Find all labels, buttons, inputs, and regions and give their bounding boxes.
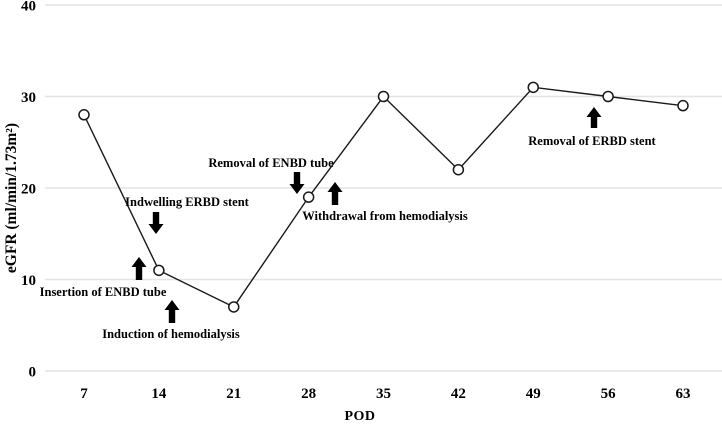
y-tick-label: 30 [21, 90, 36, 106]
x-tick-label: 14 [151, 386, 167, 402]
annotation-label: Insertion of ENBD tube [40, 285, 167, 299]
data-point-marker [153, 264, 165, 277]
x-axis-title: POD [344, 409, 375, 424]
up-arrow-icon [327, 182, 343, 205]
data-point-marker [452, 163, 465, 176]
data-point-marker [602, 90, 614, 103]
data-point-marker [677, 99, 689, 112]
data-point-marker [78, 109, 90, 121]
y-tick-label: 10 [21, 273, 36, 289]
up-arrow-icon [586, 107, 602, 128]
x-tick-label: 7 [80, 386, 88, 402]
data-point-marker [527, 81, 539, 94]
annotation-label: Induction of hemodialysis [102, 327, 240, 341]
up-arrow-icon [164, 300, 180, 323]
annotation-label: Withdrawal from hemodialysis [302, 209, 468, 223]
data-point-marker [302, 191, 315, 203]
x-tick-label: 35 [376, 386, 391, 402]
y-tick-label: 20 [21, 182, 36, 198]
data-point-marker [377, 90, 390, 103]
y-tick-label: 40 [21, 0, 36, 15]
x-tick-label: 49 [526, 386, 541, 402]
x-tick-label: 56 [601, 386, 617, 402]
x-tick-label: 28 [301, 386, 316, 402]
x-tick-label: 63 [676, 386, 691, 402]
down-arrow-icon [148, 212, 164, 234]
y-tick-label: 0 [29, 365, 37, 381]
annotation-label: Indwelling ERBD stent [125, 195, 249, 209]
annotation-label: Removal of ERBD stent [528, 134, 656, 148]
annotation-label: Removal of ENBD tube [208, 156, 334, 170]
x-tick-label: 42 [451, 386, 466, 402]
up-arrow-icon [131, 257, 147, 280]
y-axis-title: eGFR (ml/min/1.73m²) [3, 123, 20, 273]
data-point-marker [228, 301, 240, 313]
x-tick-label: 21 [226, 386, 241, 402]
down-arrow-icon [289, 172, 305, 194]
